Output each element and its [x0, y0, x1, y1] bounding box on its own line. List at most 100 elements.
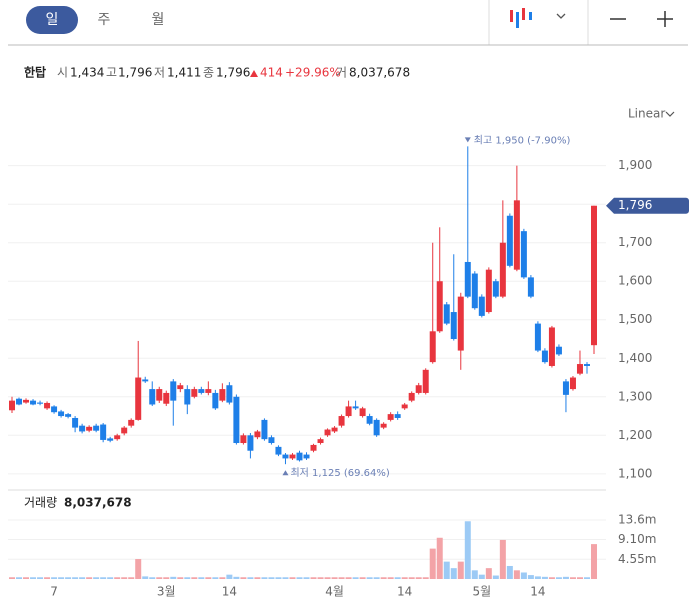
- candle-body: [247, 435, 254, 451]
- candle-body: [142, 379, 149, 382]
- volume-bar: [506, 565, 513, 579]
- tab-active-bg[interactable]: [26, 6, 78, 34]
- candle-body: [268, 437, 275, 444]
- candle-body: [198, 389, 205, 393]
- candle-body: [408, 392, 415, 401]
- tab[interactable]: 주: [98, 12, 111, 28]
- volume-bar: [9, 577, 15, 579]
- zoom-in[interactable]: [657, 11, 673, 27]
- y-tick-label: 1,500: [618, 312, 652, 326]
- volume-bar: [128, 577, 135, 579]
- volume-bar: [485, 568, 492, 579]
- candle-body: [261, 419, 268, 440]
- candle-body: [366, 416, 373, 424]
- candle-body: [233, 396, 240, 444]
- candle-body: [429, 331, 436, 363]
- volume-bar: [121, 577, 128, 579]
- dropdown-chevron[interactable]: [556, 13, 566, 19]
- candle-body: [443, 304, 450, 324]
- candle-body: [478, 296, 485, 316]
- volume-bar: [170, 576, 177, 579]
- volume-bar: [492, 575, 499, 579]
- volume-bar: [254, 577, 261, 579]
- dropdown-chevron[interactable]: [665, 111, 675, 117]
- volume-bar: [289, 577, 296, 579]
- volume-tick-label: 9.10m: [618, 532, 656, 546]
- volume-bar: [247, 577, 254, 579]
- candle-body: [534, 323, 541, 351]
- volume-bar: [135, 559, 142, 579]
- volume-bar: [366, 577, 373, 579]
- label: 고: [106, 66, 117, 80]
- candle-body: [317, 439, 324, 444]
- value: 1,434: [70, 66, 104, 80]
- value: 1,411: [167, 66, 201, 80]
- low-note: 최저 1,125 (69.64%): [290, 467, 389, 479]
- volume-bar: [107, 577, 114, 579]
- volume-bar: [541, 576, 548, 579]
- low-marker: [282, 470, 289, 476]
- candle-body: [352, 406, 359, 409]
- candle-body: [296, 452, 303, 461]
- up-arrow: [250, 70, 258, 77]
- candle-body: [457, 296, 464, 351]
- volume-bar: [177, 577, 184, 579]
- volume-bar: [345, 577, 352, 579]
- candle-body: [541, 350, 548, 363]
- volume-bar: [79, 577, 86, 579]
- candle-body: [128, 419, 135, 426]
- volume-bar: [408, 577, 415, 579]
- candle-body: [345, 406, 352, 417]
- volume-bar: [184, 577, 191, 579]
- tab[interactable]: 일: [46, 12, 59, 28]
- scale-mode[interactable]: Linear: [628, 107, 665, 121]
- volume-bar: [478, 574, 485, 579]
- volume-bar: [352, 577, 359, 579]
- y-tick-label: 1,900: [618, 158, 652, 172]
- x-tick-label: 5월: [472, 585, 491, 599]
- candle-body: [170, 381, 177, 401]
- candle-body: [30, 400, 37, 405]
- y-tick-label: 1,400: [618, 351, 652, 365]
- candle-body: [576, 364, 583, 374]
- volume-bar: [471, 570, 478, 579]
- volume-bar: [534, 576, 541, 579]
- volume-bar: [520, 572, 527, 579]
- candle-body: [303, 454, 310, 459]
- volume-bar: [268, 577, 275, 579]
- volume-bar: [51, 577, 58, 579]
- candle-body: [387, 414, 394, 420]
- candle-body: [471, 273, 478, 309]
- y-tick-label: 1,100: [618, 466, 652, 480]
- volume-bar: [282, 577, 289, 579]
- candle-body: [72, 417, 79, 428]
- candle-body: [226, 385, 233, 403]
- candle-body: [591, 205, 597, 346]
- volume-bar: [86, 577, 93, 579]
- change-pct: +29.96%: [285, 66, 341, 80]
- candle-body: [114, 435, 121, 440]
- volume-bar: [233, 576, 240, 579]
- candle-body: [562, 381, 569, 395]
- chart-type-icon[interactable]: [510, 8, 532, 28]
- label: 거: [336, 66, 347, 80]
- volume-bar: [261, 577, 268, 579]
- volume-bar: [205, 577, 212, 579]
- volume-bar: [583, 577, 590, 579]
- volume-bar: [149, 577, 156, 579]
- candle-body: [527, 277, 534, 297]
- candle-body: [359, 408, 366, 417]
- x-tick-label: 4월: [325, 585, 344, 599]
- candle-body: [464, 261, 471, 297]
- tab[interactable]: 월: [152, 12, 165, 28]
- candle-body: [135, 377, 142, 420]
- y-tick-label: 1,700: [618, 235, 652, 249]
- volume-bar: [296, 577, 303, 579]
- volume-tick-label: 4.55m: [618, 552, 656, 566]
- volume-bar: [464, 521, 471, 579]
- volume-bar: [373, 577, 380, 579]
- candle-body: [289, 454, 296, 459]
- volume-total: 8,037,678: [64, 496, 132, 510]
- candle-body: [191, 389, 198, 397]
